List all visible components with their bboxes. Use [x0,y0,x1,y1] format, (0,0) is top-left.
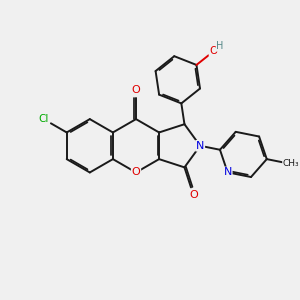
Text: H: H [216,41,224,51]
Text: N: N [224,167,232,177]
Text: O: O [189,190,198,200]
Text: O: O [132,85,140,95]
Text: O: O [132,167,140,178]
Text: O: O [209,46,217,56]
Text: CH₃: CH₃ [283,160,299,169]
Text: N: N [196,141,204,151]
Text: Cl: Cl [38,114,48,124]
